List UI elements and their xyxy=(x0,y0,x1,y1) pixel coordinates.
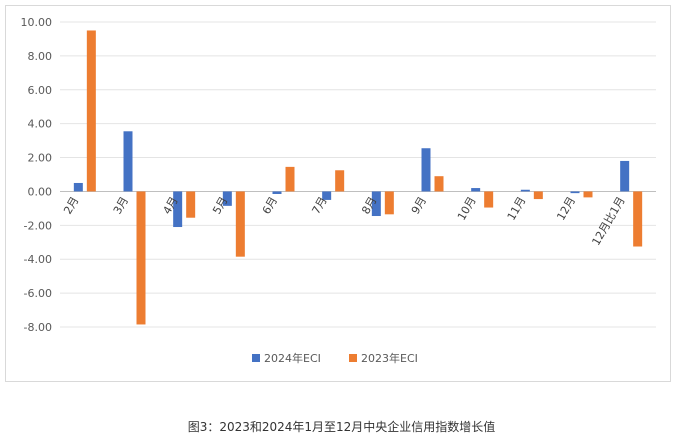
x-category-label: 3月 xyxy=(111,194,131,216)
figure-caption: 图3：2023和2024年1月至12月中央企业信用指数增长值 xyxy=(187,420,496,434)
bar-series-2024 xyxy=(520,189,530,192)
bar-series-2023 xyxy=(434,176,444,192)
bar-series-2024 xyxy=(123,131,133,192)
legend-swatch-2024 xyxy=(252,354,260,362)
y-tick-label: -2.00 xyxy=(24,219,52,232)
bar-series-2023 xyxy=(335,170,345,192)
bar-series-2024 xyxy=(272,191,282,194)
legend-swatch-2023 xyxy=(349,354,357,362)
x-category-label: 12月比1月 xyxy=(590,194,628,247)
bar-series-2023 xyxy=(633,191,643,247)
bar-series-2023 xyxy=(384,191,394,215)
bar-series-2023 xyxy=(186,191,196,218)
bar-series-2023 xyxy=(86,30,96,192)
y-tick-label: -4.00 xyxy=(24,253,52,266)
bar-series-2024 xyxy=(620,160,630,192)
bar-series-2023 xyxy=(136,191,146,325)
chart-frame xyxy=(5,5,671,382)
y-tick-label: 4.00 xyxy=(28,118,53,131)
x-category-label: 9月 xyxy=(409,194,429,216)
bar-series-2023 xyxy=(285,166,295,192)
bar-series-2024 xyxy=(173,191,183,228)
bar-series-2024 xyxy=(471,188,481,192)
y-tick-label: 6.00 xyxy=(28,84,53,97)
y-tick-label: 8.00 xyxy=(28,50,53,63)
x-category-label: 2月 xyxy=(61,194,81,216)
x-category-label: 6月 xyxy=(260,194,280,216)
y-tick-label: 10.00 xyxy=(21,16,53,29)
legend-label-2024: 2024年ECI xyxy=(264,351,321,365)
bar-series-2024 xyxy=(73,182,83,192)
bar-series-2023 xyxy=(484,191,494,208)
bar-series-2024 xyxy=(322,191,332,200)
bar-series-2023 xyxy=(583,191,593,198)
bar-series-2024 xyxy=(570,191,580,194)
y-tick-label: -8.00 xyxy=(24,321,52,334)
legend-label-2023: 2023年ECI xyxy=(361,351,418,365)
y-tick-label: -6.00 xyxy=(24,287,52,300)
bar-series-2024 xyxy=(371,191,381,217)
y-tick-label: 2.00 xyxy=(28,152,53,165)
x-category-label: 11月 xyxy=(505,194,529,222)
bar-series-2024 xyxy=(222,191,232,206)
bar-series-2023 xyxy=(533,191,543,200)
y-tick-label: 0.00 xyxy=(28,185,53,198)
x-category-label: 10月 xyxy=(455,194,479,222)
bar-series-2024 xyxy=(421,148,431,192)
bar-series-2023 xyxy=(235,191,245,257)
x-category-label: 12月 xyxy=(554,194,578,222)
